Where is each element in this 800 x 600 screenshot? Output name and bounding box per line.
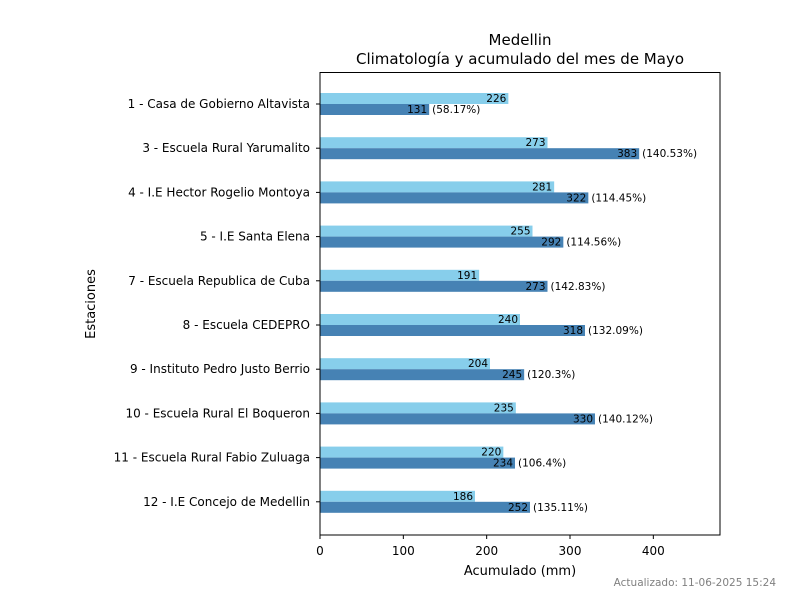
y-tick-label: 10 - Escuela Rural El Boqueron [125,406,310,420]
bar-accumulated [320,148,640,160]
bar-climatology [320,137,548,149]
y-tick-label: 8 - Escuela CEDEPRO [183,318,310,332]
bar-accumulated-percent: (135.11%) [533,502,588,514]
bar-accumulated [320,413,595,425]
bar-accumulated-value: 330 [573,413,593,425]
y-tick-label: 11 - Escuela Rural Fabio Zuluaga [114,451,310,465]
bar-accumulated-percent: (114.45%) [591,192,646,204]
bar-accumulated [320,192,589,204]
x-tick-label: 300 [559,544,582,558]
bar-accumulated-percent: (58.17%) [432,104,480,116]
bar-climatology-value: 186 [453,491,473,503]
chart-subtitle: Climatología y acumulado del mes de Mayo [356,50,684,68]
y-axis-label: Estaciones [84,269,99,339]
bar-climatology-value: 226 [486,93,506,105]
bar-climatology-value: 191 [457,270,477,282]
x-tick-label: 0 [316,544,324,558]
bar-climatology-value: 235 [494,402,514,414]
bar-climatology-value: 255 [510,226,530,238]
y-tick-label: 1 - Casa de Gobierno Altavista [128,97,310,111]
bar-accumulated-value: 273 [525,281,545,293]
y-axis: 1 - Casa de Gobierno Altavista 3 - Escuel… [114,97,320,509]
bar-accumulated-value: 292 [541,237,561,249]
bar-climatology [320,402,516,414]
x-axis: 0 100 200 300 400 [316,535,665,558]
bar-climatology-value: 240 [498,314,518,326]
bar-accumulated-percent: (140.53%) [642,148,697,160]
bar-accumulated [320,280,548,292]
bar-accumulated [320,325,585,336]
updated-timestamp: Actualizado: 11-06-2025 15:24 [614,577,777,589]
bars-group: 226 131 (58.17%) 273 383 (140.53%) 281 322 (114.… [320,93,697,514]
y-tick-label: 12 - I.E Concejo de Medellin [143,495,310,509]
bar-accumulated-value: 318 [563,325,583,337]
bar-climatology [320,225,533,237]
bar-accumulated-value: 234 [493,458,513,470]
bar-climatology-value: 273 [525,137,545,149]
y-tick-label: 3 - Escuela Rural Yarumalito [142,141,310,155]
bar-climatology-value: 281 [532,181,552,193]
bar-accumulated [320,104,430,115]
bar-climatology [320,314,520,325]
y-tick-label: 5 - I.E Santa Elena [200,230,310,244]
bar-accumulated-percent: (106.4%) [518,458,566,470]
bar-climatology [320,358,490,370]
y-tick-label: 4 - I.E Hector Rogelio Montoya [128,185,310,199]
chart-title: Medellin [489,31,552,49]
y-tick-label: 9 - Instituto Pedro Justo Berrio [130,362,310,376]
bar-accumulated-percent: (114.56%) [566,237,621,249]
x-axis-label: Acumulado (mm) [464,564,576,579]
bar-accumulated-value: 322 [566,192,586,204]
bar-accumulated-percent: (132.09%) [588,325,643,337]
x-tick-label: 400 [642,544,665,558]
bar-climatology [320,181,555,193]
bar-climatology-value: 204 [468,358,488,370]
bar-accumulated [320,457,515,469]
bar-climatology-value: 220 [481,447,501,459]
bar-climatology [320,490,475,502]
bar-accumulated-value: 252 [508,502,528,514]
plot-frame [319,72,721,536]
bar-accumulated-value: 131 [407,104,427,116]
x-tick-label: 200 [475,544,498,558]
bar-climatology [320,269,480,281]
bar-accumulated-value: 383 [617,148,637,160]
y-tick-label: 7 - Escuela Republica de Cuba [128,274,310,288]
bar-accumulated-percent: (142.83%) [551,281,606,293]
bar-accumulated [320,501,530,513]
bar-accumulated [320,369,525,381]
bar-accumulated-percent: (140.12%) [598,413,653,425]
bar-climatology [320,446,504,458]
x-tick-label: 100 [392,544,415,558]
bar-climatology [320,93,509,104]
bar-accumulated [320,236,564,248]
bar-accumulated-value: 245 [502,369,522,381]
bar-accumulated-percent: (120.3%) [527,369,575,381]
